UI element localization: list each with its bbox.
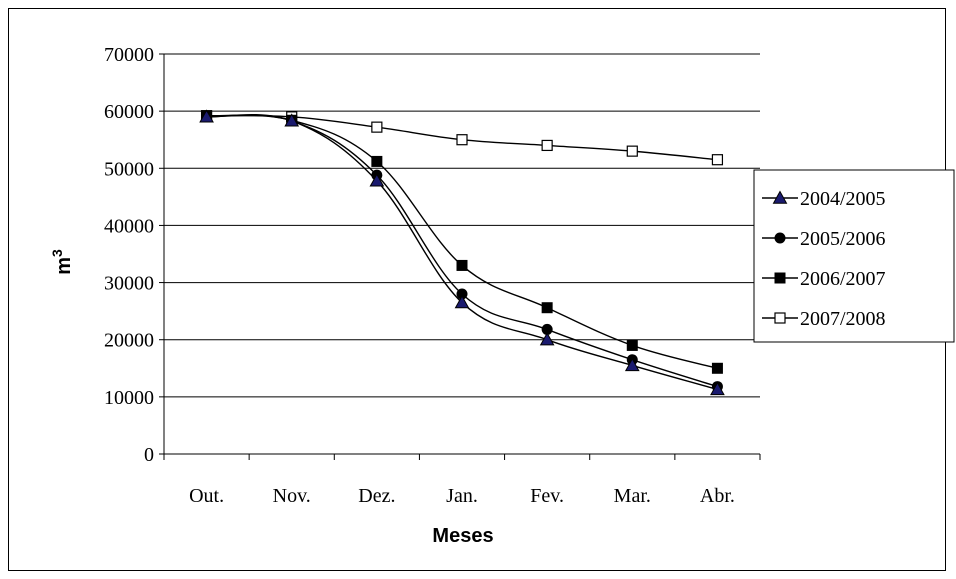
x-tick-label: Jan.	[446, 485, 478, 507]
x-tick-label: Fev.	[530, 485, 564, 507]
data-point-marker	[541, 139, 553, 152]
y-tick-label: 60000	[104, 101, 154, 123]
x-tick-label: Abr.	[700, 485, 735, 507]
y-tick-label: 30000	[104, 273, 154, 295]
legend-entry: 2006/2007	[762, 268, 886, 290]
y-axis-title-superscript: 3	[49, 249, 65, 257]
series-2007-2008	[200, 110, 724, 166]
data-point-marker	[456, 134, 468, 146]
data-point-marker	[541, 323, 553, 335]
series-line	[206, 114, 718, 388]
x-tick-label: Dez.	[358, 485, 395, 507]
data-point-marker	[626, 145, 638, 157]
x-tick-label: Mar.	[614, 485, 651, 507]
axes: 0 10000 20000 30000 40000 50000 60000 70000 Out.…	[104, 44, 761, 507]
legend-label: 2005/2006	[800, 228, 886, 250]
data-point-marker	[711, 154, 724, 166]
legend-marker	[774, 232, 786, 244]
legend-entry: 2007/2008	[762, 308, 886, 330]
data-point-marker	[456, 288, 468, 300]
data-point-marker	[199, 109, 214, 123]
data-point-marker	[284, 113, 300, 127]
series-group	[199, 109, 725, 396]
legend: 2004/2005 2005/2006 2006/2007 2007/2008	[753, 169, 955, 343]
data-point-marker	[454, 295, 470, 309]
series-line	[206, 114, 718, 369]
y-tick-label: 70000	[104, 44, 154, 66]
series-2004-2005	[199, 109, 725, 396]
data-point-marker	[624, 357, 640, 372]
data-point-marker	[369, 173, 385, 187]
y-tick-label: 20000	[104, 330, 154, 352]
y-tick-label: 0	[144, 444, 154, 466]
x-tick-label: Out.	[189, 485, 224, 507]
data-point-marker	[541, 302, 553, 314]
legend-entry: 2005/2006	[762, 228, 886, 250]
legend-marker	[772, 190, 788, 204]
legend-label: 2006/2007	[800, 268, 886, 290]
legend-marker	[774, 272, 786, 284]
y-axis-title-base: m	[53, 257, 75, 275]
data-point-marker	[539, 332, 555, 346]
legend-marker	[774, 312, 786, 324]
y-tick-label: 40000	[104, 215, 154, 237]
legend-label: 2007/2008	[800, 308, 886, 330]
data-point-marker	[371, 121, 383, 133]
data-point-marker	[626, 339, 638, 351]
x-tick-label: Nov.	[273, 485, 311, 507]
y-tick-label: 10000	[104, 387, 154, 409]
data-point-marker	[711, 362, 723, 374]
x-axis-title: Meses	[432, 525, 493, 547]
data-point-marker	[710, 381, 725, 396]
data-point-marker	[371, 155, 383, 167]
legend-label: 2004/2005	[800, 188, 886, 210]
data-point-marker	[456, 259, 468, 271]
y-axis-title: m3	[49, 249, 75, 275]
y-tick-label: 50000	[104, 158, 154, 180]
legend-entry: 2004/2005	[762, 188, 886, 210]
gridlines	[164, 53, 760, 398]
series-2006-2007	[201, 110, 723, 374]
